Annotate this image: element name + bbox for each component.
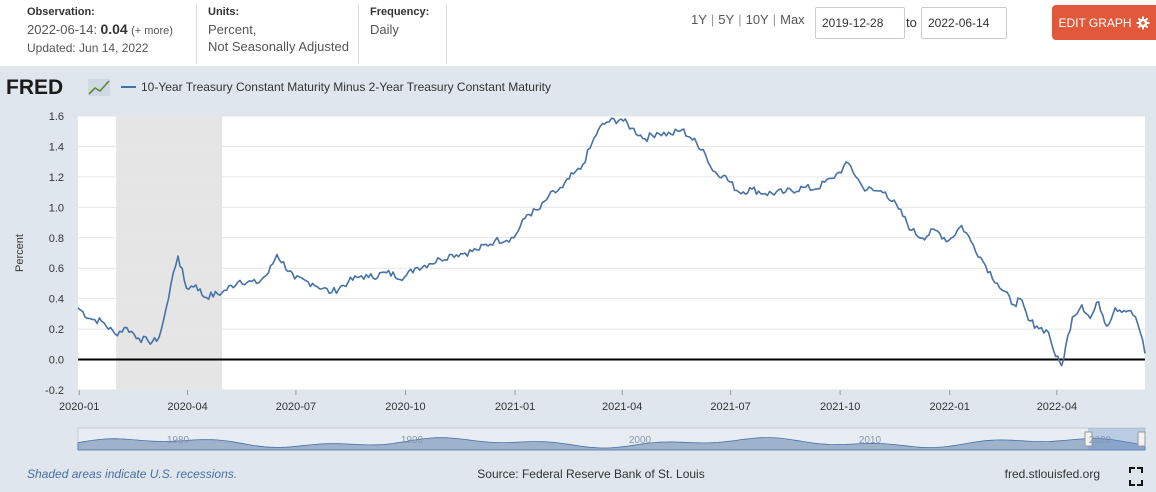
fullscreen-icon[interactable] (1129, 467, 1143, 486)
to-label: to (906, 15, 917, 30)
x-tick-label-4: 2021-01 (495, 401, 535, 413)
chart-container: FRED 10-Year Treasury Constant Maturity M… (0, 66, 1156, 492)
fred-logo-sparkline (88, 80, 110, 95)
site-link: fred.stlouisfed.org (1005, 467, 1100, 481)
units-line2: Not Seasonally Adjusted (208, 39, 349, 54)
y-tick-label-2: 0.2 (49, 324, 64, 336)
y-tick-label-1: 0.0 (49, 355, 64, 367)
edit-graph-button[interactable]: EDIT GRAPH (1052, 5, 1156, 40)
navigator-label-3: 2010 (859, 435, 882, 446)
y-tick-label-9: 1.6 (49, 111, 64, 123)
recession-note: Shaded areas indicate U.S. recessions. (27, 467, 237, 481)
source-note: Source: Federal Reserve Bank of St. Loui… (477, 467, 704, 481)
navigator-selection (1088, 428, 1145, 450)
observation-value: 0.04 (100, 21, 128, 37)
navigator-label-4: 2020 (1089, 435, 1112, 446)
gear-icon (1136, 16, 1150, 30)
start-date-input[interactable] (815, 7, 905, 39)
fred-logo-text: FRED (6, 76, 63, 99)
x-tick-label-2: 2020-07 (276, 401, 316, 413)
series-line (77, 117, 1146, 367)
range-selector: 1Y | 5Y | 10Y | Max (691, 12, 805, 27)
navigator-label-2: 2000 (629, 435, 652, 446)
navigator-area (77, 437, 1146, 451)
y-tick-label-6: 1.0 (49, 202, 64, 214)
y-tick-label-8: 1.4 (49, 141, 64, 153)
fred-logo: FRED (6, 76, 110, 99)
navigator-label-1: 1990 (401, 435, 424, 446)
range-max-button[interactable]: Max (780, 12, 805, 27)
x-tick-label-9: 2022-04 (1037, 401, 1077, 413)
plot-area (78, 116, 1145, 390)
navigator-handle-0[interactable] (1084, 431, 1093, 447)
units-block: Units: Percent, Not Seasonally Adjusted (196, 4, 368, 64)
updated-date: Updated: Jun 14, 2022 (27, 41, 149, 55)
range-navigator: 1980 1990 2000 2010 2020 (77, 427, 1146, 451)
x-tick-label-0: 2020-01 (59, 401, 99, 413)
y-tick-label-5: 0.8 (49, 233, 64, 245)
y-tick-label-7: 1.2 (49, 172, 64, 184)
frequency-value: Daily (370, 22, 399, 37)
x-tick-label-3: 2020-10 (385, 401, 425, 413)
fred-logo-box (88, 79, 110, 96)
range-10y-button[interactable]: 10Y (745, 12, 769, 27)
x-tick-label-5: 2021-04 (602, 401, 642, 413)
observation-more-link[interactable]: (+ more) (131, 25, 173, 37)
navigator-handle-1[interactable] (1137, 431, 1146, 447)
header-bar: Observation: 2022-06-14: 0.04 (+ more) U… (0, 0, 1156, 66)
y-tick-label-4: 0.6 (49, 263, 64, 275)
y-tick-label-0: -0.2 (45, 385, 64, 397)
x-tick-label-1: 2020-04 (167, 401, 207, 413)
navigator-label-0: 1980 (167, 435, 190, 446)
units-line1: Percent, (208, 22, 257, 37)
chart-svg[interactable]: FRED 10-Year Treasury Constant Maturity M… (0, 66, 1156, 492)
range-5y-button[interactable]: 5Y (718, 12, 735, 27)
units-label: Units: (208, 6, 240, 18)
x-tick-label-7: 2021-10 (820, 401, 860, 413)
observation-label: Observation: (27, 6, 95, 18)
range-1y-button[interactable]: 1Y (691, 12, 707, 27)
observation-block: Observation: 2022-06-14: 0.04 (+ more) U… (27, 4, 187, 57)
recession-band-0 (116, 116, 223, 390)
frequency-block: Frequency: Daily (358, 4, 447, 64)
x-tick-label-8: 2022-01 (930, 401, 970, 413)
end-date-input[interactable] (921, 7, 1007, 39)
x-tick-label-6: 2021-07 (710, 401, 750, 413)
edit-graph-label: EDIT GRAPH (1058, 15, 1132, 30)
y-tick-label-3: 0.4 (49, 294, 64, 306)
frequency-label: Frequency: (370, 6, 430, 18)
y-axis-label: Percent (14, 234, 26, 272)
observation-date: 2022-06-14: (27, 22, 98, 37)
legend-label: 10-Year Treasury Constant Maturity Minus… (141, 80, 551, 94)
